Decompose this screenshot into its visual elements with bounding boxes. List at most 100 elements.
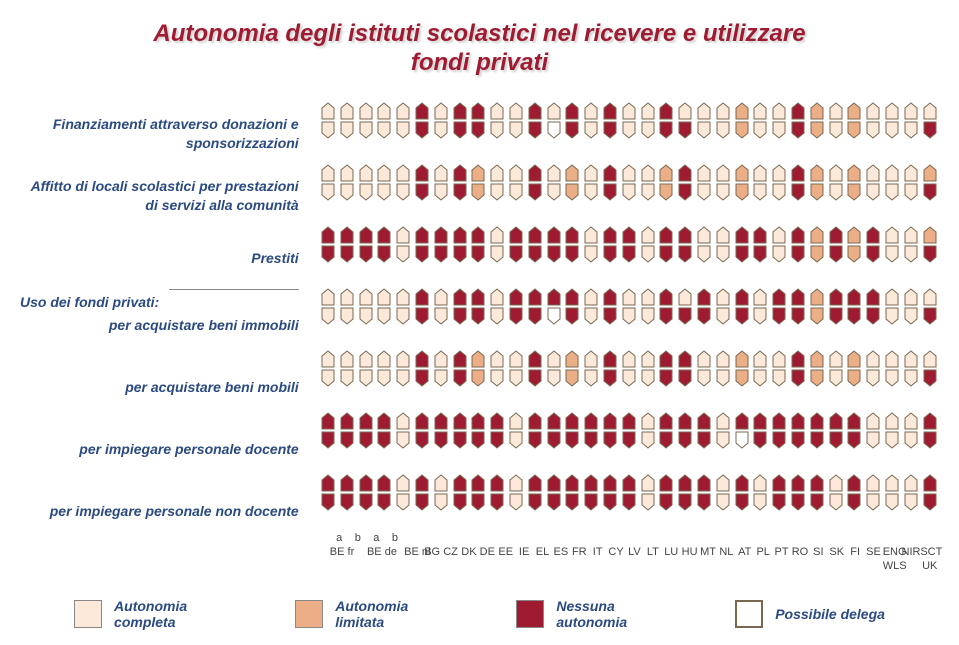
hex-top — [659, 288, 673, 306]
x-tick: PT — [772, 546, 790, 558]
hex-top — [565, 288, 579, 306]
hex-top — [528, 226, 542, 244]
x-tick: HU — [680, 546, 698, 558]
x-tick: IT — [588, 546, 606, 558]
x-tick-label: LU — [664, 546, 678, 558]
hex-top — [415, 102, 429, 120]
hex-bottom — [490, 245, 504, 263]
hex-top — [716, 412, 730, 430]
x-tick-label: DK — [461, 546, 476, 558]
data-cell — [770, 411, 789, 451]
data-cell — [789, 473, 808, 513]
data-cell — [676, 163, 695, 203]
hex-top — [453, 350, 467, 368]
data-cell — [319, 473, 338, 513]
hex-bottom — [622, 245, 636, 263]
hex-top — [753, 474, 767, 492]
hex-bottom — [340, 431, 354, 449]
x-tick-label: RO — [792, 546, 809, 558]
hex-bottom — [885, 493, 899, 511]
hex-bottom — [584, 369, 598, 387]
x-tick-label: FI — [850, 546, 860, 558]
hex-bottom — [716, 369, 730, 387]
hex-top — [923, 164, 937, 182]
data-cell — [394, 225, 413, 265]
hex-bottom — [716, 307, 730, 325]
data-cell — [563, 473, 582, 513]
data-cell — [638, 411, 657, 451]
hex-top — [565, 412, 579, 430]
x-tick-label: NIR — [902, 546, 921, 558]
hex-top — [847, 412, 861, 430]
hex-bottom — [340, 245, 354, 263]
hex-top — [753, 412, 767, 430]
hex-top — [923, 288, 937, 306]
data-cell — [413, 349, 432, 389]
hex-top — [340, 350, 354, 368]
hex-bottom — [490, 493, 504, 511]
data-cell — [525, 163, 544, 203]
hex-top — [396, 474, 410, 492]
data-cell — [807, 473, 826, 513]
hex-bottom — [753, 307, 767, 325]
hex-top — [377, 102, 391, 120]
hex-bottom — [359, 121, 373, 139]
x-tick-label: SE — [866, 546, 881, 558]
legend-item: Autonomia limitata — [295, 598, 408, 630]
hex-top — [697, 226, 711, 244]
data-cell — [469, 287, 488, 327]
hex-bottom — [359, 245, 373, 263]
hex-bottom — [528, 245, 542, 263]
hex-top — [753, 164, 767, 182]
data-cell — [676, 225, 695, 265]
hex-top — [603, 412, 617, 430]
hex-bottom — [603, 245, 617, 263]
hex-bottom — [904, 369, 918, 387]
data-cell — [338, 349, 357, 389]
data-cell — [319, 411, 338, 451]
hex-top — [471, 226, 485, 244]
x-tick: a BE fr — [330, 546, 349, 558]
data-cell — [789, 163, 808, 203]
hex-bottom — [528, 307, 542, 325]
data-row — [319, 408, 939, 470]
data-cell — [864, 287, 883, 327]
hex-top — [471, 288, 485, 306]
data-cell — [732, 349, 751, 389]
hex-bottom — [678, 431, 692, 449]
hex-bottom — [377, 369, 391, 387]
hex-bottom — [772, 245, 786, 263]
hex-bottom — [340, 369, 354, 387]
x-tick: LV — [625, 546, 643, 558]
data-cell — [732, 287, 751, 327]
hex-bottom — [904, 493, 918, 511]
data-cell — [488, 101, 507, 141]
x-tick-label: PL — [756, 546, 769, 558]
data-cell — [619, 473, 638, 513]
data-cell — [732, 411, 751, 451]
data-cell — [864, 163, 883, 203]
hex-top — [547, 412, 561, 430]
hex-bottom — [434, 245, 448, 263]
data-cell — [431, 101, 450, 141]
data-cell — [394, 101, 413, 141]
data-cell — [920, 225, 939, 265]
data-cell — [657, 287, 676, 327]
hex-top — [434, 226, 448, 244]
data-cell — [657, 473, 676, 513]
hex-bottom — [678, 121, 692, 139]
hex-top — [866, 226, 880, 244]
data-cell — [601, 163, 620, 203]
data-cell — [901, 101, 920, 141]
hex-bottom — [847, 245, 861, 263]
hex-top — [829, 350, 843, 368]
hex-top — [772, 474, 786, 492]
hex-top — [678, 350, 692, 368]
x-tick-label: EL — [536, 546, 549, 558]
hex-top — [340, 288, 354, 306]
hex-top — [340, 102, 354, 120]
data-cell — [713, 101, 732, 141]
hex-bottom — [904, 121, 918, 139]
hex-top — [641, 226, 655, 244]
hex-top — [847, 350, 861, 368]
